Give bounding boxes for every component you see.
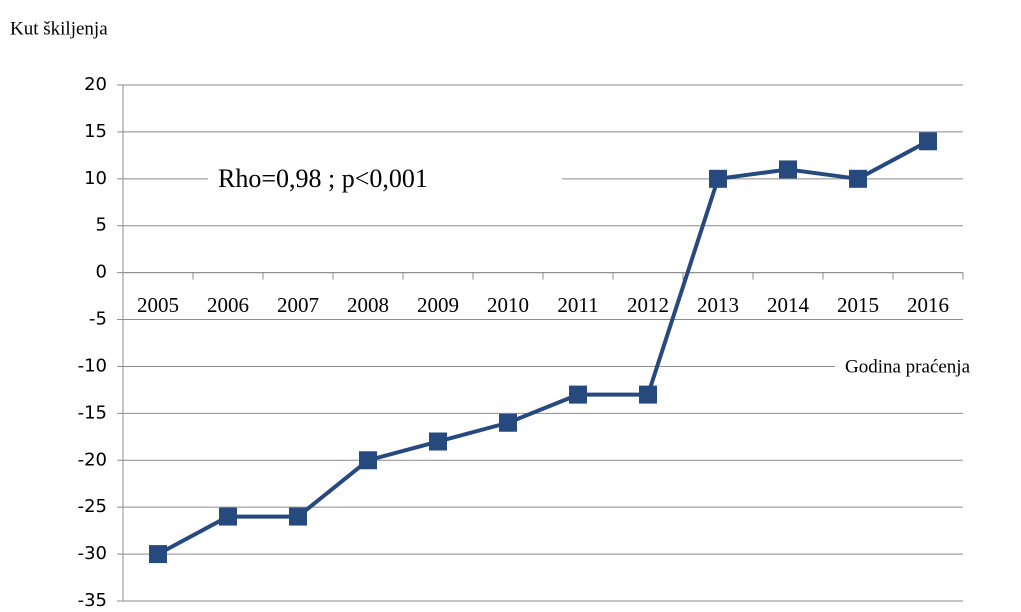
x-tick-label: 2006	[207, 293, 249, 317]
data-point	[219, 507, 237, 526]
data-point	[639, 385, 657, 404]
x-tick-label: 2007	[277, 293, 319, 317]
y-tick-label: -5	[89, 309, 107, 330]
x-tick-label: 2012	[627, 293, 669, 317]
x-tick-label: 2016	[907, 293, 949, 317]
y-tick-label: -30	[78, 543, 107, 564]
y-tick-label: -20	[78, 449, 107, 470]
annotation-bg	[208, 160, 562, 200]
x-tick-label: 2015	[837, 293, 879, 317]
x-tick-label: 2011	[557, 293, 598, 317]
data-point	[429, 432, 447, 451]
data-point	[919, 132, 937, 151]
data-point	[569, 385, 587, 404]
y-tick-label: -15	[78, 402, 107, 423]
data-point	[779, 160, 797, 179]
y-tick-label: -25	[78, 496, 107, 517]
y-tick-label: 10	[84, 168, 107, 189]
x-tick-label: 2005	[137, 293, 179, 317]
y-tick-label: 20	[84, 74, 107, 95]
data-point	[149, 545, 167, 564]
annotation: Rho=0,98 ; p<0,001	[218, 164, 428, 193]
y-tick-label: 5	[96, 215, 107, 236]
x-tick-label: 2008	[347, 293, 389, 317]
data-point	[849, 169, 867, 188]
data-line	[157, 139, 929, 556]
y-tick-label: 15	[84, 121, 107, 142]
x-tick-label: 2010	[487, 293, 529, 317]
x-tick-label: 2013	[697, 293, 739, 317]
x-label-bg	[835, 352, 1021, 384]
y-tick-label: -35	[78, 590, 107, 611]
y-tick-label: 0	[96, 262, 107, 283]
x-tick-label: 2009	[417, 293, 459, 317]
data-point	[709, 169, 727, 188]
axis-title: Kut škiljenja	[10, 18, 108, 39]
data-point	[289, 507, 307, 526]
data-point	[359, 451, 377, 470]
x-axis-title: Godina praćenja	[845, 356, 971, 377]
y-tick-label: -10	[78, 355, 107, 376]
x-tick-label: 2014	[767, 293, 810, 317]
data-point	[499, 413, 517, 432]
